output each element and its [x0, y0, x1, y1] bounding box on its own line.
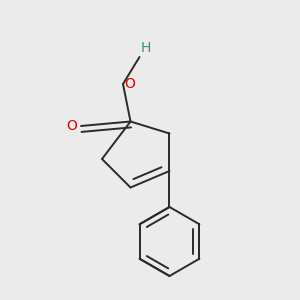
Text: O: O: [67, 119, 77, 133]
Text: H: H: [141, 41, 152, 56]
Text: O: O: [124, 77, 135, 91]
